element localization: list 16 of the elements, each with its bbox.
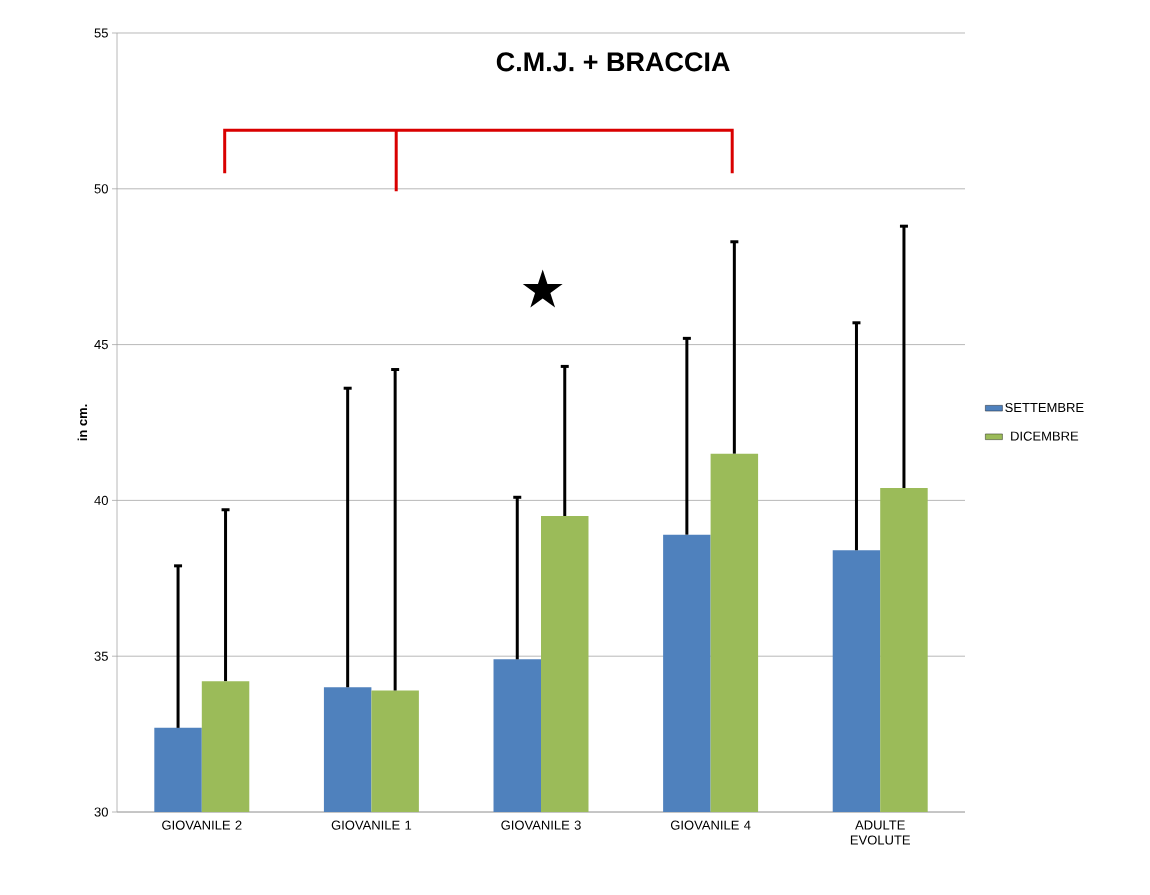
y-tick-label: 40	[94, 495, 108, 505]
x-tick-label: GIOVANILE 1	[331, 820, 412, 830]
legend-label: SETTEMBRE	[1005, 402, 1084, 413]
y-tick-label: 35	[94, 651, 108, 661]
x-tick-label: ADULTE EVOLUTE	[850, 820, 910, 845]
x-tick-label: GIOVANILE 2	[162, 820, 242, 830]
text: C.M.J. + BRACCIA	[496, 52, 730, 72]
y-tick-label: 55	[94, 28, 108, 38]
legend-label: DICEMBRE	[1011, 431, 1079, 441]
y-tick-label: 50	[94, 184, 108, 194]
y-tick-label: 45	[94, 340, 108, 350]
x-tick-label: GIOVANILE 3	[501, 820, 581, 830]
x-tick-label: GIOVANILE 4	[670, 820, 751, 830]
y-tick-label: 30	[94, 807, 108, 817]
annotation: ★	[522, 269, 563, 308]
y-axis-title: in cm.	[77, 404, 88, 441]
